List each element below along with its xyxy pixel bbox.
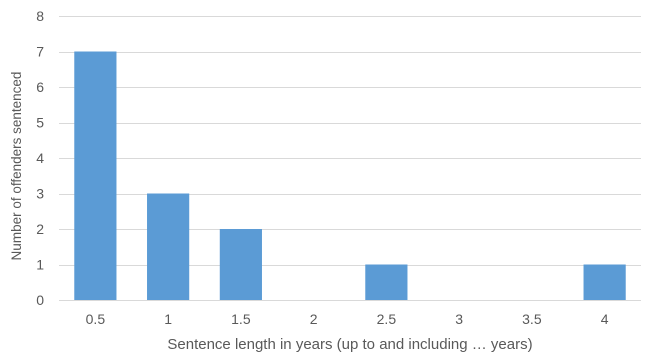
y-tick-label: 7 — [36, 44, 44, 60]
x-axis-title: Sentence length in years (up to and incl… — [167, 336, 532, 353]
x-tick-label: 2.5 — [377, 311, 397, 327]
x-tick-label: 4 — [601, 311, 609, 327]
x-tick-label: 1.5 — [231, 311, 251, 327]
bar — [147, 193, 190, 300]
x-tick-label: 1 — [164, 311, 172, 327]
y-tick-label: 5 — [36, 115, 44, 131]
y-tick-label: 6 — [36, 79, 44, 95]
bar — [74, 51, 117, 300]
y-tick-label: 3 — [36, 186, 44, 202]
y-tick-label: 1 — [36, 257, 44, 273]
x-tick-label: 2 — [310, 311, 318, 327]
bar — [219, 229, 262, 300]
y-tick-label: 8 — [36, 8, 44, 24]
x-axis-ticks: 0.5 1 1.5 2 2.5 3 3.5 4 — [86, 311, 609, 327]
y-axis-ticks: 0 1 2 3 4 5 6 7 8 — [36, 8, 44, 308]
gridlines — [59, 16, 641, 301]
bars — [74, 51, 626, 300]
y-tick-label: 2 — [36, 221, 44, 237]
x-tick-label: 3 — [455, 311, 463, 327]
x-tick-label: 3.5 — [522, 311, 542, 327]
y-axis-title: Number of offenders sentenced — [9, 72, 24, 261]
y-tick-label: 4 — [36, 150, 44, 166]
y-tick-label: 0 — [36, 292, 44, 308]
bar — [365, 264, 408, 300]
bar — [583, 264, 626, 300]
x-tick-label: 0.5 — [86, 311, 106, 327]
